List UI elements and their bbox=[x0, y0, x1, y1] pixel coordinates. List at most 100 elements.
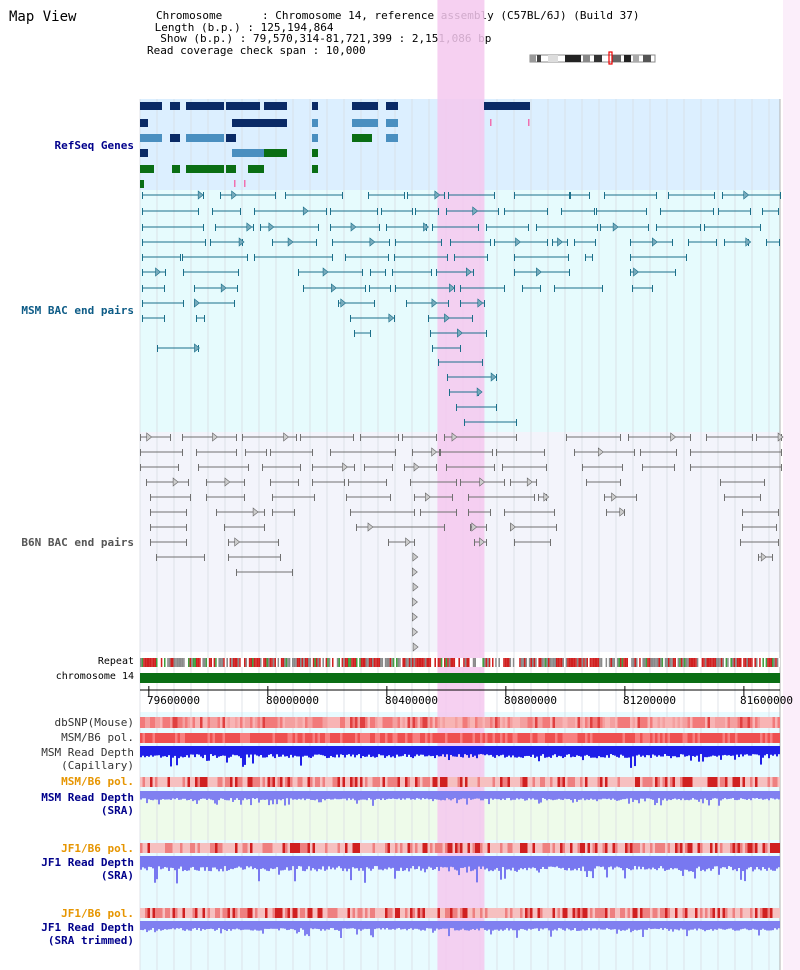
gene-block[interactable] bbox=[226, 134, 236, 142]
depth-bar bbox=[272, 791, 274, 805]
b6n-bac-end bbox=[348, 479, 349, 486]
msm-bac-marker bbox=[449, 283, 455, 293]
pol-cell bbox=[495, 843, 498, 853]
gene-block[interactable] bbox=[226, 165, 236, 173]
gene-block[interactable] bbox=[352, 119, 378, 127]
gene-block[interactable] bbox=[386, 134, 398, 142]
pol-cell bbox=[307, 908, 310, 918]
pol-cell bbox=[430, 777, 433, 787]
gene-block[interactable] bbox=[386, 102, 398, 110]
pol-cell bbox=[400, 777, 403, 787]
pol-cell bbox=[567, 777, 570, 787]
pol-cell bbox=[705, 908, 708, 918]
gene-block[interactable] bbox=[386, 119, 398, 127]
gene-block[interactable] bbox=[172, 165, 180, 173]
gene-block[interactable] bbox=[140, 165, 154, 173]
gene-block[interactable] bbox=[312, 165, 318, 173]
pol-cell bbox=[715, 908, 718, 918]
track-label-msm-depth-capillary[interactable]: MSM Read Depth bbox=[41, 746, 134, 759]
b6n-bac-end bbox=[760, 494, 761, 501]
gene-block[interactable] bbox=[352, 102, 378, 110]
gene-block[interactable] bbox=[352, 134, 372, 142]
gene-block[interactable] bbox=[484, 102, 530, 110]
depth-bar bbox=[518, 856, 520, 870]
msm-bac-end bbox=[504, 208, 505, 215]
pol-cell bbox=[395, 777, 398, 787]
gene-block[interactable] bbox=[312, 102, 318, 110]
dbsnp-cell bbox=[535, 717, 538, 728]
gene-block[interactable] bbox=[170, 102, 180, 110]
depth-bar bbox=[236, 746, 238, 756]
gene-block[interactable] bbox=[186, 102, 224, 110]
pol-cell bbox=[172, 733, 175, 743]
depth-bar bbox=[578, 856, 580, 868]
pol-cell bbox=[655, 777, 658, 787]
track-label-msm-b6-pol[interactable]: MSM/B6 pol. bbox=[61, 731, 134, 744]
msm-bac-end bbox=[183, 269, 184, 276]
gene-block[interactable] bbox=[312, 149, 318, 157]
gene-block[interactable] bbox=[264, 102, 287, 110]
gene-block[interactable] bbox=[186, 134, 224, 142]
dbsnp-cell bbox=[497, 717, 500, 728]
track-label-msm-depth-sra[interactable]: MSM Read Depth bbox=[41, 791, 134, 804]
gene-block[interactable] bbox=[140, 180, 144, 188]
track-label-jf1-b6-pol[interactable]: JF1/B6 pol. bbox=[61, 842, 134, 855]
depth-bar bbox=[648, 921, 650, 929]
track-label-b6n-bac[interactable]: B6N BAC end pairs bbox=[21, 536, 134, 549]
depth-bar bbox=[588, 856, 590, 871]
track-label-refseq[interactable]: RefSeq Genes bbox=[54, 139, 134, 152]
depth-bar bbox=[228, 921, 230, 930]
depth-bar bbox=[498, 856, 500, 871]
pol-cell bbox=[587, 843, 590, 853]
depth-bar bbox=[598, 746, 600, 757]
dbsnp-cell bbox=[295, 717, 298, 728]
b6n-bac-end bbox=[674, 464, 675, 471]
dbsnp-cell bbox=[572, 717, 575, 728]
depth-bar bbox=[564, 856, 566, 871]
pol-cell bbox=[187, 843, 190, 853]
depth-bar bbox=[428, 791, 430, 800]
depth-bar bbox=[426, 856, 428, 870]
msm-bac-end bbox=[675, 269, 676, 276]
gene-block[interactable] bbox=[232, 149, 264, 157]
gene-block[interactable] bbox=[232, 119, 287, 127]
gene-block[interactable] bbox=[264, 149, 287, 157]
track-label-msm-bac[interactable]: MSM BAC end pairs bbox=[21, 304, 134, 317]
gene-block[interactable] bbox=[186, 165, 224, 173]
dbsnp-cell bbox=[255, 717, 258, 728]
gene-block[interactable] bbox=[226, 102, 260, 110]
dbsnp-cell bbox=[270, 717, 273, 728]
gene-block[interactable] bbox=[312, 134, 318, 142]
track-label-msm-b6-pol-sra[interactable]: MSM/B6 pol. bbox=[61, 775, 134, 788]
track-label-jf1-depth-trim[interactable]: JF1 Read Depth bbox=[41, 921, 134, 934]
track-label-dbsnp[interactable]: dbSNP(Mouse) bbox=[54, 716, 134, 729]
depth-bar bbox=[460, 791, 462, 800]
gene-block[interactable] bbox=[312, 119, 318, 127]
track-label-repeat[interactable]: Repeat bbox=[97, 656, 134, 667]
gene-block[interactable] bbox=[248, 165, 264, 173]
depth-bar bbox=[588, 791, 590, 800]
gene-block[interactable] bbox=[170, 134, 180, 142]
track-label-jf1-depth-sra[interactable]: JF1 Read Depth bbox=[41, 856, 134, 869]
gene-block[interactable] bbox=[140, 134, 162, 142]
depth-bar bbox=[552, 791, 554, 801]
depth-bar bbox=[244, 856, 246, 870]
pol-cell bbox=[225, 777, 228, 787]
repeat-block bbox=[183, 658, 185, 667]
track-label-jf1-b6-pol-trim[interactable]: JF1/B6 pol. bbox=[61, 907, 134, 920]
depth-bar bbox=[164, 856, 166, 868]
repeat-block bbox=[231, 658, 233, 667]
depth-bar bbox=[260, 791, 262, 800]
depth-bar bbox=[678, 791, 680, 799]
gene-block[interactable] bbox=[140, 119, 148, 127]
depth-bar bbox=[346, 856, 348, 872]
depth-bar bbox=[582, 791, 584, 799]
pol-cell bbox=[427, 777, 430, 787]
gene-block[interactable] bbox=[140, 149, 148, 157]
pol-cell bbox=[255, 777, 258, 787]
repeat-block bbox=[253, 658, 256, 667]
repeat-block bbox=[538, 658, 540, 667]
depth-bar bbox=[698, 746, 700, 762]
gene-block[interactable] bbox=[140, 102, 162, 110]
b6n-bac-end bbox=[395, 449, 396, 456]
